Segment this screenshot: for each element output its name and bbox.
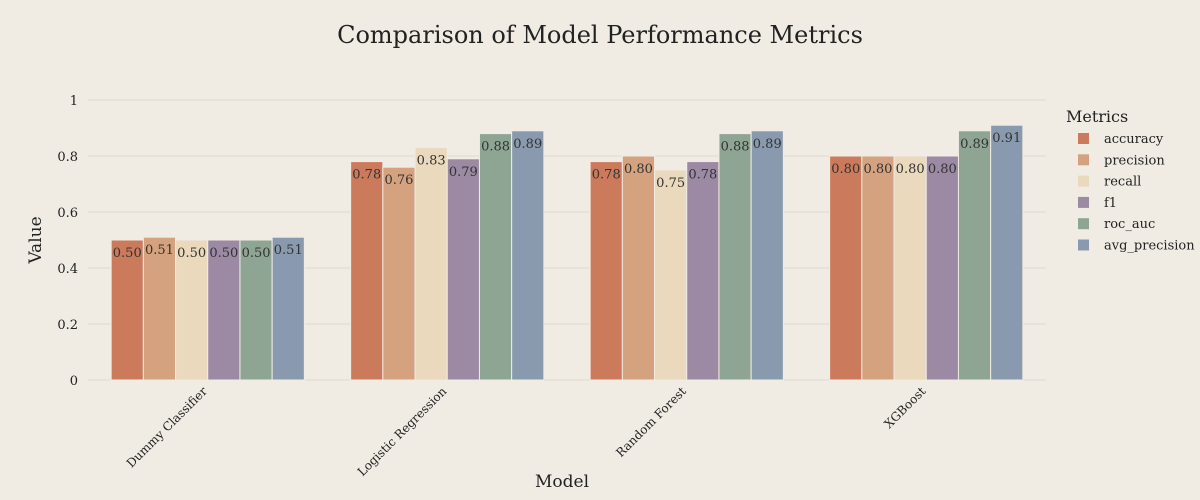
bar-value-label: 0.88 xyxy=(721,140,750,155)
legend-swatch-accuracy xyxy=(1078,133,1089,144)
bar-accuracy xyxy=(110,239,144,381)
bar-f1 xyxy=(925,155,959,381)
x-tick-label: Dummy Classifier xyxy=(124,384,210,470)
bar-accuracy xyxy=(589,161,623,381)
bar-recall xyxy=(654,169,688,381)
legend-item-accuracy: accuracy xyxy=(1104,132,1164,147)
bar-roc_auc xyxy=(718,133,752,381)
legend-swatch-recall xyxy=(1078,175,1089,187)
bar-avg_precision xyxy=(750,130,784,381)
bar-recall xyxy=(175,239,209,381)
bar-value-label: 0.89 xyxy=(960,137,989,152)
bar-f1 xyxy=(686,161,720,381)
bar-f1 xyxy=(207,239,241,381)
legend-swatch-roc_auc xyxy=(1078,218,1089,230)
bar-avg_precision xyxy=(511,130,545,381)
bar-value-label: 0.80 xyxy=(863,162,892,177)
x-tick-label: XGBoost xyxy=(881,384,928,431)
bar-value-label: 0.76 xyxy=(384,173,413,188)
bar-avg_precision xyxy=(990,124,1024,381)
bar-value-label: 0.80 xyxy=(896,162,925,177)
bar-accuracy xyxy=(350,161,384,381)
bar-value-label: 0.91 xyxy=(992,131,1021,146)
chart-title: Comparison of Model Performance Metrics xyxy=(337,21,863,49)
bar-precision xyxy=(621,155,656,381)
bar-value-label: 0.50 xyxy=(209,246,238,261)
legend-item-precision: precision xyxy=(1104,153,1165,168)
y-tick-label: 0.2 xyxy=(57,318,78,333)
bar-value-label: 0.50 xyxy=(242,246,271,261)
bar-accuracy xyxy=(829,155,863,381)
legend-item-avg_precision: avg_precision xyxy=(1104,239,1195,254)
bar-value-label: 0.75 xyxy=(656,176,685,191)
bar-value-label: 0.50 xyxy=(113,246,142,261)
y-tick-label: 1 xyxy=(70,94,78,109)
bar-value-label: 0.51 xyxy=(145,243,174,258)
legend-swatch-precision xyxy=(1078,154,1089,166)
y-tick-label: 0.8 xyxy=(57,150,78,165)
bar-value-label: 0.78 xyxy=(592,168,621,183)
bar-precision xyxy=(382,166,416,381)
bar-f1 xyxy=(446,158,480,381)
bar-value-label: 0.80 xyxy=(831,162,860,177)
y-tick-label: 0 xyxy=(70,374,78,389)
bar-value-label: 0.51 xyxy=(274,243,303,258)
bar-value-label: 0.89 xyxy=(753,137,782,152)
bar-value-label: 0.80 xyxy=(624,162,653,177)
y-axis-title: Value xyxy=(26,216,46,264)
y-tick-label: 0.4 xyxy=(57,262,78,277)
x-tick-label: Logistic Regression xyxy=(355,384,450,479)
legend-swatch-avg_precision xyxy=(1078,239,1089,251)
bar-value-label: 0.79 xyxy=(449,165,478,180)
bar-precision xyxy=(861,155,895,381)
bar-value-label: 0.78 xyxy=(352,168,381,183)
legend-item-f1: f1 xyxy=(1104,196,1117,211)
x-tick-label: Random Forest xyxy=(613,384,689,460)
bar-roc_auc xyxy=(239,239,273,381)
bar-value-label: 0.80 xyxy=(928,162,957,177)
bar-recall xyxy=(893,155,927,381)
legend: Metrics accuracy precision recall f1 roc_auc… xyxy=(1066,107,1195,254)
bar-precision xyxy=(142,236,177,381)
bar-avg_precision xyxy=(271,236,305,381)
legend-swatch-f1 xyxy=(1078,196,1089,208)
bar-value-label: 0.78 xyxy=(688,168,717,183)
bar-roc_auc xyxy=(957,130,992,381)
bar-value-label: 0.88 xyxy=(481,140,510,155)
bar-value-label: 0.50 xyxy=(177,246,206,261)
bar-value-label: 0.83 xyxy=(417,154,446,169)
x-axis-title: Model xyxy=(535,472,589,492)
legend-item-recall: recall xyxy=(1104,175,1141,190)
legend-item-roc_auc: roc_auc xyxy=(1104,217,1155,232)
bar-value-label: 0.89 xyxy=(513,137,542,152)
y-tick-label: 0.6 xyxy=(57,206,78,221)
legend-title: Metrics xyxy=(1066,107,1128,126)
bar-roc_auc xyxy=(478,133,513,381)
bars-layer: 0.50 0.51 0.50 0.50 0.50 0.510.78 0.760.830.79… xyxy=(110,124,1024,381)
bar-recall xyxy=(414,147,448,381)
